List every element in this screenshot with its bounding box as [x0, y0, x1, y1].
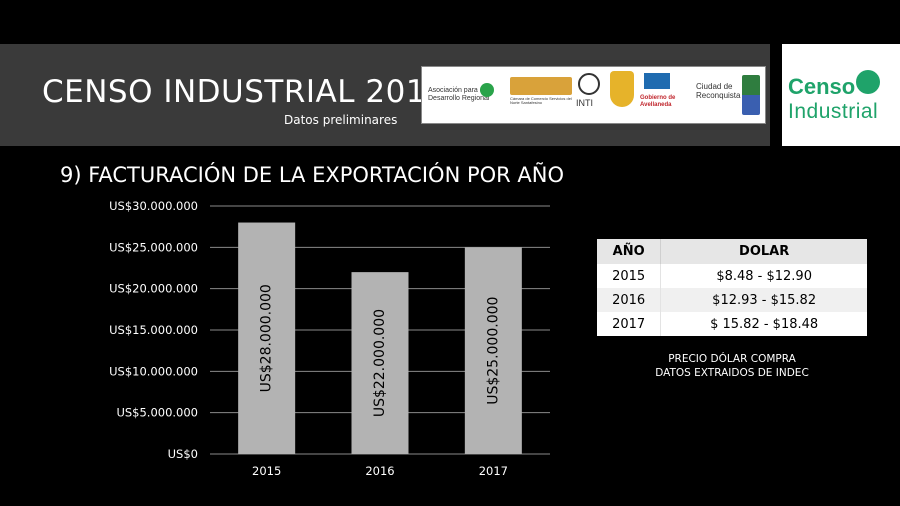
y-tick-label: US$15.000.000 [109, 323, 198, 337]
table-row: 2016 $12.93 - $15.82 [597, 288, 867, 312]
bar [351, 272, 409, 454]
bar-data-label: US$28.000.000 [259, 284, 275, 392]
y-tick-label: US$10.000.000 [109, 364, 198, 378]
bar-data-label: US$22.000.000 [372, 309, 388, 417]
section-title: 9) FACTURACIÓN DE LA EXPORTACIÓN POR AÑO [60, 163, 565, 187]
y-tick-label: US$5.000.000 [116, 406, 198, 420]
bar-data-label: US$25.000.000 [485, 297, 501, 405]
table-row: 2015 $8.48 - $12.90 [597, 264, 867, 288]
table-row: 2017 $ 15.82 - $18.48 [597, 312, 867, 336]
y-tick-label: US$0 [168, 447, 198, 461]
bar [464, 247, 522, 454]
x-tick-label: 2017 [479, 464, 508, 478]
camara-logo: Cámara de Comercio Servicios del Norte S… [510, 77, 572, 115]
y-tick-label: US$20.000.000 [109, 282, 198, 296]
avellaneda-emblem-icon [644, 73, 670, 89]
x-tick-label: 2015 [252, 464, 281, 478]
shield-icon [610, 71, 634, 107]
bar [238, 222, 296, 454]
page-title: CENSO INDUSTRIAL 2018 [42, 74, 447, 110]
table-cell-year: 2016 [597, 288, 662, 312]
table-header-year: AÑO [597, 239, 662, 264]
table-header-dollar: DOLAR [660, 239, 867, 264]
inti-logo-text: INTI [576, 98, 593, 108]
table-cell-dollar: $ 15.82 - $18.48 [660, 312, 867, 336]
table-cell-year: 2017 [597, 312, 662, 336]
reconquista-emblem-icon [742, 75, 760, 115]
table-cell-dollar: $8.48 - $12.90 [660, 264, 867, 288]
brand-line1: Censo [788, 74, 856, 99]
y-tick-label: US$25.000.000 [109, 240, 198, 254]
note-line-2: DATOS EXTRAIDOS DE INDEC [655, 367, 809, 379]
brand-emblem-icon [856, 70, 880, 94]
censo-industrial-logo: Censo Industrial [782, 44, 900, 146]
y-tick-label: US$30.000.000 [109, 199, 198, 213]
camara-emblem-icon [510, 77, 572, 95]
exchange-rate-table: AÑO DOLAR 2015 $8.48 - $12.90 2016 $12.9… [597, 239, 867, 336]
table-header-row: AÑO DOLAR [597, 239, 867, 264]
camara-logo-text: Cámara de Comercio Servicios del Norte S… [510, 96, 572, 106]
asociacion-emblem-icon [480, 83, 494, 97]
avellaneda-logo-text: Gobierno de Avellaneda [640, 95, 676, 108]
inti-emblem-icon [578, 73, 600, 95]
asociacion-logo-text: Asociación para el Desarrollo Regional [428, 87, 490, 102]
table-cell-dollar: $12.93 - $15.82 [660, 288, 867, 312]
brand-line2: Industrial [788, 100, 879, 123]
asociacion-logo: Asociación para el Desarrollo Regional [428, 87, 506, 102]
page-subtitle: Datos preliminares [284, 113, 398, 127]
note-line-1: PRECIO DÓLAR COMPRA [668, 353, 796, 365]
reconquista-logo-text: Ciudad de Reconquista [696, 82, 741, 100]
x-tick-label: 2016 [365, 464, 394, 478]
sponsor-logos: Asociación para el Desarrollo Regional C… [421, 66, 766, 124]
table-cell-year: 2015 [597, 264, 662, 288]
bar-chart: US$0 US$5.000.000 US$10.000.000 US$15.000.0… [109, 199, 550, 478]
table-note: PRECIO DÓLAR COMPRA DATOS EXTRAIDOS DE I… [597, 352, 867, 380]
